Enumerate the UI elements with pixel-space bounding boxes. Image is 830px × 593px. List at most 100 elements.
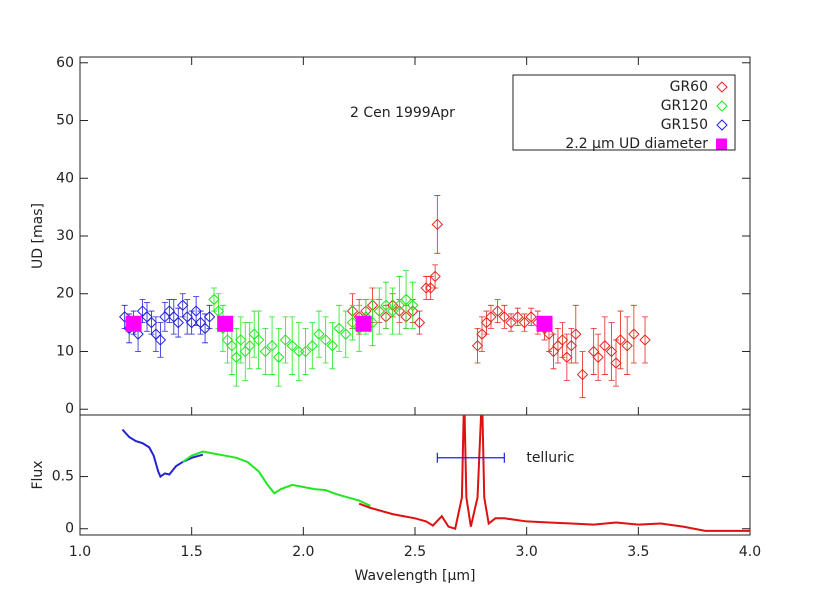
marker [185, 316, 198, 329]
marker [199, 322, 211, 335]
marker [235, 334, 247, 346]
marker [203, 311, 216, 323]
y-tick-label: 10 [56, 343, 74, 359]
y-tick-label: 0 [65, 401, 74, 417]
error-bar [161, 302, 168, 332]
marker [605, 345, 618, 358]
marker [319, 334, 332, 346]
error-bar [528, 307, 535, 326]
error-bar [342, 310, 349, 358]
error-bar [624, 316, 631, 375]
error-bar [237, 316, 244, 364]
flux-line [358, 415, 750, 532]
y-tick-label: 40 [56, 170, 74, 186]
y-tick-label: 20 [56, 286, 74, 302]
error-bar [175, 307, 182, 338]
marker [400, 293, 412, 306]
marker [407, 299, 419, 311]
legend-label: GR120 [661, 98, 708, 114]
y-tick-label: 0.5 [52, 469, 74, 485]
marker [536, 315, 553, 332]
error-bar [269, 316, 276, 375]
marker [614, 334, 627, 346]
error-bar [617, 310, 624, 370]
y-tick-label: 0 [65, 521, 74, 537]
error-bar [376, 287, 383, 335]
legend-label: 2.2 μm UD diameter [565, 136, 708, 152]
error-bar [494, 299, 501, 324]
marker [355, 315, 372, 332]
marker [252, 334, 265, 346]
marker [431, 218, 444, 231]
error-bar [309, 322, 316, 370]
y-tick-label: 30 [56, 228, 74, 244]
error-bar [295, 322, 302, 381]
y-axis-label: UD [mas] [30, 203, 46, 269]
marker [380, 299, 392, 311]
error-bar [152, 316, 159, 352]
annotation: telluric [526, 450, 574, 466]
marker [217, 315, 234, 332]
error-bar [483, 310, 490, 335]
marker [599, 340, 611, 352]
annotation: 2 Cen 1999Apr [350, 105, 455, 121]
marker [132, 328, 144, 340]
error-bar [554, 327, 561, 364]
error-bar [282, 316, 289, 364]
marker [266, 340, 278, 352]
marker [413, 316, 426, 329]
error-bar [170, 299, 177, 335]
marker [639, 334, 651, 346]
error-bar [242, 322, 249, 381]
error-bar [508, 313, 515, 332]
x-tick-label: 2.5 [404, 544, 426, 560]
marker [386, 305, 399, 317]
series [208, 270, 419, 387]
error-bar [396, 276, 403, 335]
x-tick-label: 4.0 [739, 544, 761, 560]
marker [525, 311, 537, 323]
x-tick-label: 3.0 [516, 544, 538, 560]
error-bar [521, 313, 528, 332]
lines [121, 415, 750, 532]
marker [716, 119, 728, 131]
marker [125, 315, 142, 332]
marker [145, 316, 158, 329]
error-bar [608, 322, 615, 381]
error-bar [579, 351, 586, 399]
error-bar [246, 322, 253, 370]
error-bar [289, 316, 296, 375]
marker [333, 322, 345, 335]
marker [230, 351, 243, 363]
error-bar [590, 327, 597, 375]
marker [485, 311, 497, 323]
marker [561, 351, 573, 363]
marker [340, 328, 352, 340]
error-bar [642, 316, 649, 364]
error-bar [275, 327, 282, 387]
bottom-frame [79, 414, 751, 536]
error-bar [262, 327, 269, 375]
flux-line [121, 428, 204, 479]
y-tick-label: 60 [56, 55, 74, 71]
marker [420, 282, 432, 294]
marker [306, 340, 318, 352]
marker [373, 305, 385, 317]
error-bar [559, 322, 566, 358]
error-bar [144, 302, 150, 332]
marker [172, 316, 184, 329]
marker [190, 305, 202, 317]
marker [244, 340, 256, 352]
x-tick-label: 1.5 [181, 544, 203, 560]
x-tick-label: 2.0 [292, 544, 314, 560]
error-bar [315, 310, 322, 358]
error-bar [613, 339, 619, 387]
x-tick-label: 1.0 [69, 544, 91, 560]
marker [716, 138, 727, 150]
marker [716, 100, 728, 112]
error-bar [595, 333, 602, 381]
marker [518, 316, 531, 329]
error-bar [302, 327, 309, 375]
y-tick-label: 50 [56, 113, 74, 129]
error-bar [572, 304, 579, 364]
